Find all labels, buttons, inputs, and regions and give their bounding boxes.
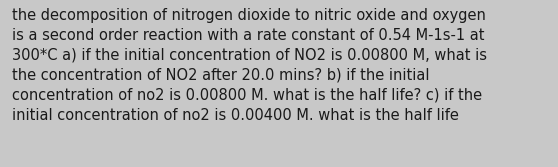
Text: the decomposition of nitrogen dioxide to nitric oxide and oxygen
is a second ord: the decomposition of nitrogen dioxide to… <box>12 8 487 123</box>
